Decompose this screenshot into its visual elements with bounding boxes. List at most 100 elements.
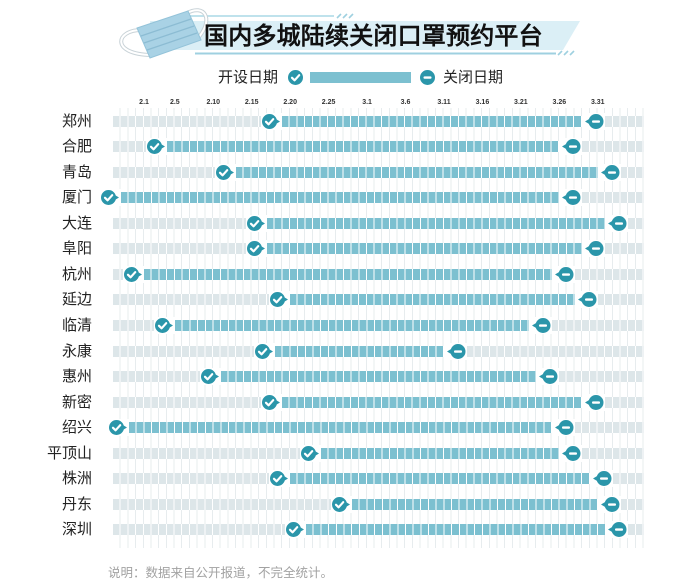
open-date-marker: [146, 138, 168, 156]
open-date-marker: [261, 393, 283, 411]
check-circle-icon: [100, 190, 119, 206]
close-date-marker: [528, 316, 552, 334]
row-label-city: 杭州: [61, 264, 92, 283]
open-period-bar: [305, 524, 606, 536]
open-period-bar: [267, 217, 606, 229]
open-period-bar: [267, 243, 583, 255]
close-date-marker: [536, 368, 560, 386]
open-date-marker: [99, 189, 121, 207]
check-circle-icon: [254, 343, 273, 359]
minus-circle-icon: [562, 190, 581, 206]
open-date-marker: [215, 163, 237, 181]
open-period-bar: [282, 396, 583, 408]
open-period-bar: [220, 371, 537, 383]
x-tick-label: 3.11: [437, 99, 451, 106]
x-tick-label: 3.16: [475, 99, 490, 106]
minus-circle-icon: [554, 266, 574, 282]
row-label-city: 临清: [61, 315, 92, 334]
row-label-city: 深圳: [61, 520, 92, 539]
x-tick-label: 2.15: [244, 99, 259, 106]
chart-title: 国内多城陆续关闭口罩预约平台: [204, 22, 543, 50]
x-tick-label: 2.10: [206, 99, 221, 106]
row-label-city: 阜阳: [61, 239, 92, 258]
open-date-marker: [153, 316, 175, 334]
row-label-city: 厦门: [61, 188, 92, 207]
close-date-marker: [605, 521, 629, 539]
close-date-marker: [551, 265, 575, 283]
minus-circle-icon: [562, 445, 581, 461]
check-circle-icon: [247, 215, 266, 231]
minus-circle-icon: [608, 215, 627, 231]
close-date-marker: [559, 444, 583, 462]
close-date-marker: [582, 240, 606, 258]
check-circle-icon: [262, 394, 281, 410]
open-date-marker: [284, 521, 306, 539]
open-period-bar: [274, 345, 444, 357]
minus-circle-icon: [562, 139, 581, 155]
legend-range-bar: [310, 72, 411, 83]
check-circle-icon: [108, 420, 127, 436]
minus-circle-icon: [600, 164, 620, 180]
row-label-city: 惠州: [61, 367, 92, 386]
x-tick-label: 3.31: [590, 99, 605, 106]
open-period-bar: [120, 192, 560, 204]
check-circle-icon: [147, 139, 166, 155]
open-period-bar: [128, 422, 552, 434]
check-circle-icon: [124, 266, 143, 282]
x-tick-label: 3.6: [400, 99, 411, 106]
open-date-marker: [246, 240, 268, 258]
row-label-city: 新密: [61, 392, 92, 411]
close-date-marker: [590, 470, 614, 488]
open-date-marker: [253, 342, 275, 360]
open-date-marker: [330, 495, 352, 513]
close-date-marker: [559, 189, 583, 207]
open-period-bar: [290, 473, 591, 485]
open-date-marker: [269, 470, 291, 488]
row-label-city: 株洲: [61, 469, 92, 488]
open-period-bar: [167, 141, 560, 153]
row-label-city: 青岛: [61, 162, 92, 181]
row-label-city: 延边: [61, 290, 92, 309]
mask-icon: [119, 8, 209, 59]
legend-open-label: 开设日期: [218, 68, 279, 86]
row-label-city: 大连: [61, 213, 92, 232]
minus-circle-icon: [608, 522, 627, 538]
check-circle-icon: [154, 317, 173, 333]
legend-close-label: 关闭日期: [443, 68, 504, 86]
minus-circle-icon: [420, 70, 435, 85]
open-date-marker: [123, 265, 145, 283]
close-date-marker: [597, 163, 621, 181]
row-label-city: 合肥: [61, 137, 92, 156]
row-label-city: 绍兴: [61, 418, 92, 437]
x-tick-label: 3.1: [362, 99, 372, 106]
minus-circle-icon: [585, 241, 604, 257]
x-tick-label: 2.5: [169, 99, 180, 106]
row-label-city: 丹东: [61, 494, 92, 513]
open-period-bar: [282, 115, 583, 127]
close-date-marker: [582, 393, 606, 411]
row-label-city: 平顶山: [46, 443, 92, 462]
open-date-marker: [107, 419, 129, 437]
open-period-bar: [144, 268, 552, 280]
close-date-marker: [574, 291, 598, 309]
row-label-city: 郑州: [61, 111, 92, 130]
open-date-marker: [246, 214, 268, 232]
close-date-marker: [551, 419, 575, 437]
close-date-marker: [443, 342, 467, 360]
close-date-marker: [582, 112, 606, 130]
x-tick-label: 2.20: [283, 99, 297, 106]
check-circle-icon: [270, 471, 289, 487]
open-date-marker: [261, 112, 283, 130]
check-circle-icon: [247, 241, 266, 257]
open-period-bar: [290, 294, 575, 306]
check-circle-icon: [300, 445, 319, 461]
x-tick-label: 2.1: [139, 99, 149, 106]
open-period-bar: [236, 166, 598, 178]
close-date-marker: [559, 138, 583, 156]
minus-circle-icon: [585, 113, 604, 129]
minus-circle-icon: [531, 317, 551, 333]
check-circle-icon: [331, 496, 350, 512]
open-period-bar: [351, 498, 598, 510]
check-circle-icon: [200, 369, 219, 385]
close-date-marker: [605, 214, 629, 232]
